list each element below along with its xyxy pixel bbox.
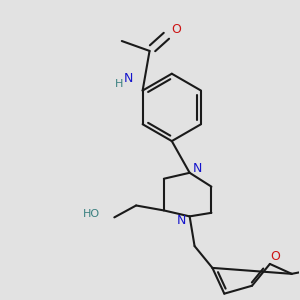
Text: N: N <box>177 214 186 227</box>
Text: H: H <box>115 79 123 88</box>
Text: N: N <box>124 72 134 85</box>
Text: O: O <box>270 250 280 262</box>
Text: N: N <box>193 162 202 175</box>
Text: HO: HO <box>83 209 100 219</box>
Text: O: O <box>171 22 181 36</box>
